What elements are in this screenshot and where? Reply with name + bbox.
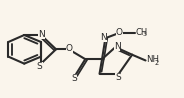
Text: N: N bbox=[38, 30, 45, 39]
Text: 2: 2 bbox=[155, 60, 159, 66]
Text: O: O bbox=[116, 28, 123, 37]
Text: O: O bbox=[66, 44, 73, 53]
Text: 3: 3 bbox=[143, 33, 147, 38]
Text: N: N bbox=[114, 42, 121, 51]
Text: S: S bbox=[72, 74, 77, 83]
Text: NH: NH bbox=[146, 55, 159, 64]
Text: N: N bbox=[100, 33, 107, 42]
Text: S: S bbox=[115, 73, 121, 82]
Text: S: S bbox=[37, 62, 43, 71]
Text: CH: CH bbox=[136, 28, 148, 37]
